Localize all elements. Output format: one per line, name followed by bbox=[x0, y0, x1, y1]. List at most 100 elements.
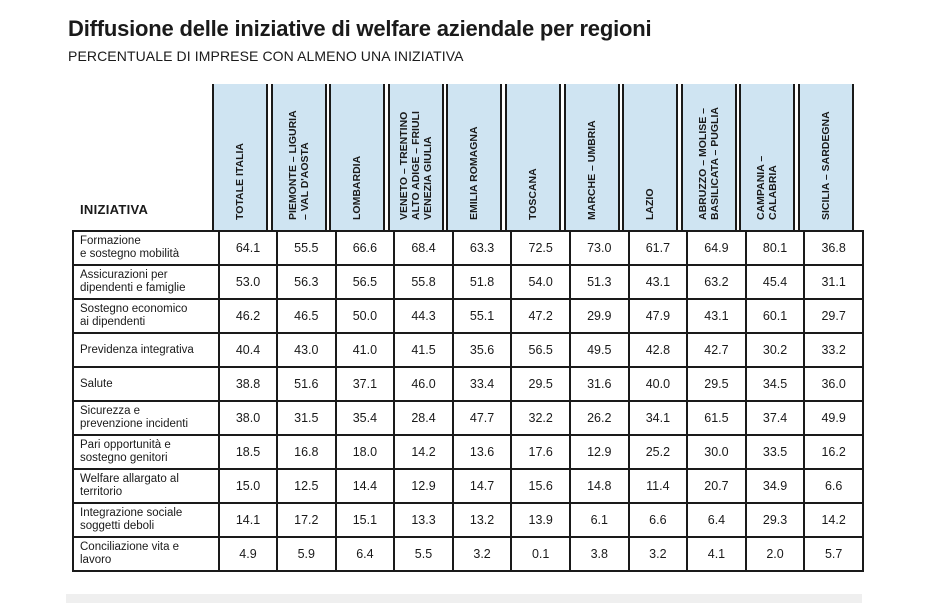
table-cell: 3.2 bbox=[451, 536, 513, 572]
table-cell: 56.3 bbox=[276, 264, 337, 300]
column-header: EMILIA ROMAGNA bbox=[446, 84, 503, 230]
table-cell: 31.1 bbox=[803, 264, 864, 300]
table-cell: 29.5 bbox=[510, 366, 571, 402]
table-cell: 50.0 bbox=[334, 298, 396, 334]
column-header-line: EMILIA ROMAGNA bbox=[468, 126, 481, 220]
row-label-line: ai dipendenti bbox=[80, 316, 146, 328]
table-row: Salute 38.8 51.6 37.1 46.0 33.4 29.5 31.6 40.0 29… bbox=[72, 366, 864, 402]
table-cell: 29.5 bbox=[686, 366, 747, 402]
table-cell: 56.5 bbox=[510, 332, 571, 368]
row-label-line: lavoro bbox=[80, 554, 112, 566]
table-cell: 41.0 bbox=[334, 332, 396, 368]
table-cell: 64.9 bbox=[686, 230, 747, 266]
table-cell: 15.0 bbox=[218, 468, 278, 504]
table-cell: 80.1 bbox=[744, 230, 806, 266]
table-cell: 17.6 bbox=[510, 434, 571, 470]
column-header-line: BASILICATA – PUGLIA bbox=[708, 107, 721, 220]
column-header-line: PIEMONTE – LIGURIA bbox=[286, 110, 299, 220]
column-header-line: ALTO ADIGE – FRIULI bbox=[409, 111, 422, 220]
row-label-line: Previdenza integrativa bbox=[80, 343, 194, 356]
row-label-line: Formazione bbox=[80, 235, 141, 247]
column-header-text: CAMPANIA – CALABRIA bbox=[755, 156, 779, 220]
table-cell: 47.9 bbox=[627, 298, 689, 334]
column-header: TOSCANA bbox=[505, 84, 561, 230]
table-cell: 18.0 bbox=[334, 434, 396, 470]
table-row: Welfare allargato al territorio 15.0 12.5 14… bbox=[72, 468, 864, 504]
column-header: TOTALE ITALIA bbox=[212, 84, 268, 230]
table-cell: 43.1 bbox=[686, 298, 747, 334]
column-header-text: LOMBARDIA bbox=[351, 156, 363, 220]
row-label-line: e sostegno mobilità bbox=[80, 248, 180, 260]
table-cell: 73.0 bbox=[568, 230, 630, 266]
table-cell: 3.8 bbox=[568, 536, 630, 572]
table-cell: 60.1 bbox=[744, 298, 806, 334]
table-cell: 35.4 bbox=[334, 400, 396, 436]
table-cell: 34.1 bbox=[627, 400, 689, 436]
table-row: Sostegno economico ai dipendenti 46.2 46.5 5… bbox=[72, 298, 864, 334]
column-header-text: PIEMONTE – LIGURIA – VAL D'AOSTA bbox=[287, 110, 311, 220]
table-cell: 15.6 bbox=[510, 468, 571, 504]
table-row: Conciliazione vita e lavoro 4.9 5.9 6.4 5.5 3.… bbox=[72, 536, 864, 572]
table-row: Sicurezza e prevenzione incidenti 38.0 31.5… bbox=[72, 400, 864, 436]
table-cell: 29.3 bbox=[744, 502, 806, 538]
row-label: Formazione e sostegno mobilità bbox=[72, 230, 220, 266]
row-label-line: Sostegno economico bbox=[80, 303, 188, 315]
table-cell: 40.4 bbox=[218, 332, 278, 368]
table-cell: 34.5 bbox=[744, 366, 806, 402]
row-label-line: Integrazione sociale bbox=[80, 507, 183, 519]
column-header-line: VENEZIA GIULIA bbox=[421, 136, 434, 220]
table-cell: 34.9 bbox=[744, 468, 806, 504]
table-row: Assicurazioni per dipendenti e famiglie 53… bbox=[72, 264, 864, 300]
column-header: SICILIA – SARDEGNA bbox=[798, 84, 854, 230]
table-cell: 5.5 bbox=[393, 536, 454, 572]
table-cell: 4.9 bbox=[218, 536, 278, 572]
table-cell: 46.2 bbox=[218, 298, 278, 334]
table-cell: 38.8 bbox=[218, 366, 278, 402]
column-header-line: SICILIA – SARDEGNA bbox=[820, 111, 832, 220]
table-cell: 13.6 bbox=[451, 434, 513, 470]
column-header: LOMBARDIA bbox=[329, 84, 386, 230]
table-cell: 61.7 bbox=[627, 230, 689, 266]
column-header-line: VENETO – TRENTINO bbox=[397, 111, 410, 220]
row-label-line: Conciliazione vita e bbox=[80, 541, 180, 553]
table-cell: 66.6 bbox=[334, 230, 396, 266]
column-header-line: LAZIO bbox=[644, 188, 657, 221]
table-cell: 44.3 bbox=[393, 298, 454, 334]
table-cell: 28.4 bbox=[393, 400, 454, 436]
column-header-text: TOSCANA bbox=[527, 168, 539, 220]
table-cell: 61.5 bbox=[686, 400, 747, 436]
table-cell: 68.4 bbox=[393, 230, 454, 266]
row-label: Pari opportunità e sostegno genitori bbox=[72, 434, 220, 470]
column-header: LAZIO bbox=[622, 84, 679, 230]
table-cell: 63.2 bbox=[686, 264, 747, 300]
table-cell: 13.2 bbox=[451, 502, 513, 538]
column-header: CAMPANIA – CALABRIA bbox=[739, 84, 796, 230]
table-cell: 5.9 bbox=[276, 536, 337, 572]
row-label-line: territorio bbox=[80, 486, 123, 498]
table-cell: 3.2 bbox=[627, 536, 689, 572]
table-cell: 18.5 bbox=[218, 434, 278, 470]
table-cell: 72.5 bbox=[510, 230, 571, 266]
row-label: Assicurazioni per dipendenti e famiglie bbox=[72, 264, 220, 300]
table-cell: 42.8 bbox=[627, 332, 689, 368]
table-cell: 2.0 bbox=[744, 536, 806, 572]
table-row: Previdenza integrativa 40.4 43.0 41.0 41.5 35… bbox=[72, 332, 864, 368]
column-header-text: ABRUZZO – MOLISE – BASILICATA – PUGLIA bbox=[697, 107, 721, 220]
table-cell: 12.5 bbox=[276, 468, 337, 504]
table-cell: 64.1 bbox=[218, 230, 278, 266]
table-cell: 51.8 bbox=[451, 264, 513, 300]
footer-band bbox=[66, 594, 862, 603]
table-cell: 29.7 bbox=[803, 298, 864, 334]
row-label: Integrazione sociale soggetti deboli bbox=[72, 502, 220, 538]
table-cell: 37.1 bbox=[334, 366, 396, 402]
table-cell: 33.2 bbox=[803, 332, 864, 368]
data-table: Formazione e sostegno mobilità 64.1 55.5 66.… bbox=[72, 230, 864, 572]
row-label-line: Sicurezza e bbox=[80, 405, 141, 417]
column-header-text: TOTALE ITALIA bbox=[234, 143, 246, 220]
table-cell: 14.7 bbox=[451, 468, 513, 504]
table-cell: 15.1 bbox=[334, 502, 396, 538]
column-header-text: EMILIA ROMAGNA bbox=[468, 126, 480, 220]
table-cell: 55.1 bbox=[451, 298, 513, 334]
table-cell: 6.6 bbox=[627, 502, 689, 538]
row-label: Sicurezza e prevenzione incidenti bbox=[72, 400, 220, 436]
